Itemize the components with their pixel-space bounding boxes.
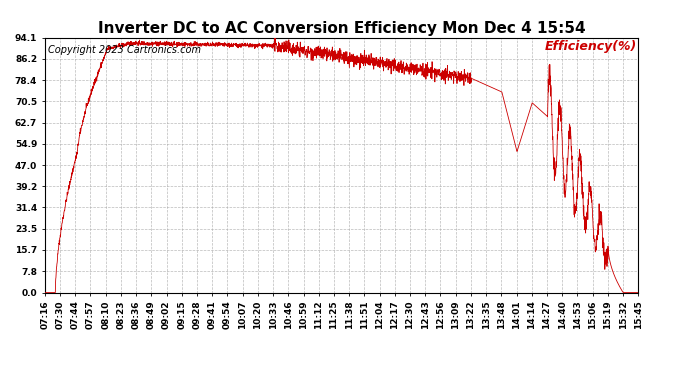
- Text: Copyright 2023 Cartronics.com: Copyright 2023 Cartronics.com: [48, 45, 201, 55]
- Text: Efficiency(%): Efficiency(%): [545, 40, 637, 53]
- Title: Inverter DC to AC Conversion Efficiency Mon Dec 4 15:54: Inverter DC to AC Conversion Efficiency …: [98, 21, 585, 36]
